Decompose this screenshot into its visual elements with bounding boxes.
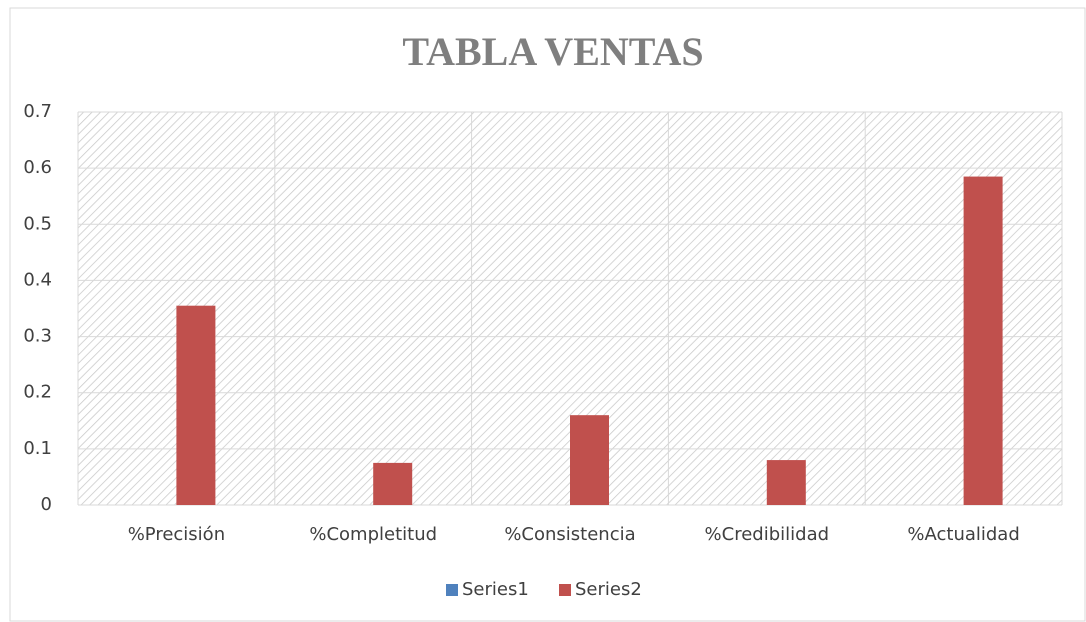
- bar: [176, 305, 216, 505]
- legend-label: Series1: [462, 579, 529, 600]
- bar: [766, 460, 806, 505]
- y-tick-label: 0.4: [23, 269, 52, 290]
- legend-swatch: [446, 584, 458, 596]
- bar: [963, 176, 1003, 506]
- bar: [373, 462, 413, 505]
- bar: [570, 415, 609, 505]
- y-tick-label: 0.7: [23, 101, 52, 122]
- y-tick-label: 0.6: [23, 157, 52, 178]
- y-tick-label: 0.1: [23, 438, 52, 459]
- x-tick-label: %Credibilidad: [705, 524, 830, 545]
- x-tick-label: %Completitud: [309, 524, 437, 545]
- x-tick-label: %Precisión: [128, 524, 225, 545]
- y-tick-label: 0: [41, 494, 52, 515]
- legend-swatch: [559, 584, 571, 596]
- y-tick-label: 0.5: [23, 213, 52, 234]
- x-tick-label: %Consistencia: [504, 524, 635, 545]
- legend-label: Series2: [575, 579, 642, 600]
- chart-title: TABLA VENTAS: [402, 29, 703, 74]
- y-tick-label: 0.2: [23, 382, 52, 403]
- x-tick-label: %Actualidad: [907, 524, 1019, 545]
- y-tick-label: 0.3: [23, 326, 52, 347]
